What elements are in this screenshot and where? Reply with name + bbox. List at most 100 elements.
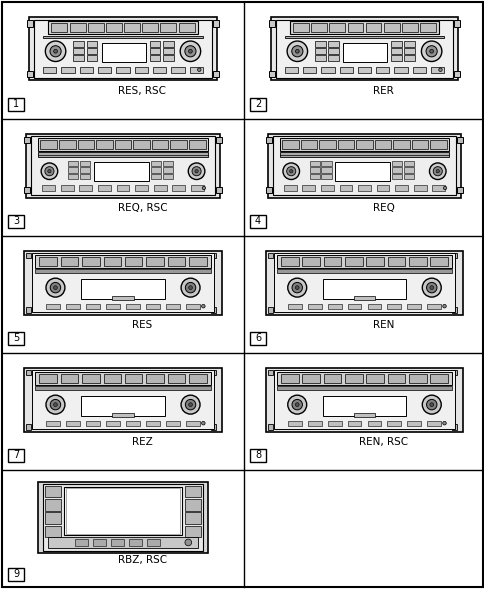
Circle shape	[202, 186, 205, 190]
Bar	[272, 136, 455, 196]
Circle shape	[46, 395, 65, 414]
Bar	[267, 369, 272, 375]
Bar	[79, 186, 92, 191]
Bar	[31, 253, 214, 312]
Bar	[152, 67, 166, 72]
Circle shape	[48, 170, 51, 173]
Bar	[35, 372, 210, 385]
Bar	[66, 421, 80, 426]
Bar	[322, 279, 406, 299]
Bar	[456, 187, 462, 193]
Bar	[328, 48, 338, 54]
Bar	[26, 253, 30, 259]
Bar	[38, 138, 207, 151]
Bar	[275, 20, 452, 78]
Bar	[185, 303, 199, 309]
Circle shape	[422, 395, 440, 414]
Bar	[88, 24, 104, 32]
Circle shape	[53, 286, 57, 290]
Bar	[322, 395, 406, 416]
Bar	[170, 140, 187, 148]
Bar	[277, 270, 451, 273]
Bar	[106, 24, 121, 32]
Bar	[185, 526, 200, 537]
Circle shape	[429, 286, 433, 290]
Bar	[45, 499, 61, 511]
Bar	[79, 174, 90, 180]
Circle shape	[197, 68, 201, 71]
Text: 3: 3	[13, 216, 19, 226]
Bar	[429, 374, 447, 383]
Bar	[103, 374, 121, 383]
Bar	[309, 161, 319, 166]
Bar	[79, 167, 90, 173]
Bar	[31, 370, 214, 429]
Bar	[167, 257, 185, 266]
Circle shape	[192, 167, 201, 176]
Circle shape	[180, 41, 200, 61]
Bar	[8, 332, 24, 345]
Bar	[146, 421, 159, 426]
Circle shape	[188, 163, 204, 180]
Bar	[404, 55, 414, 61]
Bar	[211, 253, 216, 259]
Text: REQ, RSC: REQ, RSC	[117, 203, 167, 213]
Circle shape	[429, 403, 433, 406]
Bar	[285, 67, 298, 72]
Bar	[393, 140, 409, 148]
Bar	[347, 303, 361, 309]
Circle shape	[184, 46, 196, 57]
Bar	[287, 303, 301, 309]
Bar	[60, 374, 78, 383]
Bar	[70, 24, 85, 32]
Bar	[285, 36, 443, 38]
Bar	[149, 55, 160, 61]
Bar	[215, 187, 221, 193]
Bar	[390, 48, 401, 54]
Bar	[413, 186, 425, 191]
Bar	[353, 296, 375, 300]
Bar	[189, 374, 206, 383]
Bar	[375, 67, 389, 72]
Bar	[35, 386, 210, 390]
Bar	[126, 421, 139, 426]
Bar	[280, 152, 448, 157]
Bar	[265, 368, 462, 432]
Bar	[387, 374, 405, 383]
Circle shape	[181, 395, 199, 414]
Bar	[267, 424, 272, 430]
Bar	[327, 421, 341, 426]
Circle shape	[45, 167, 54, 176]
Bar	[215, 137, 221, 143]
Bar	[40, 140, 57, 148]
Bar	[26, 424, 30, 430]
Bar	[345, 374, 362, 383]
Text: 1: 1	[13, 100, 19, 110]
Bar	[266, 187, 272, 193]
Bar	[268, 71, 274, 77]
Bar	[329, 24, 345, 32]
Bar	[45, 486, 61, 497]
Bar	[273, 370, 454, 429]
Bar	[24, 187, 30, 193]
Bar	[66, 488, 179, 534]
Bar	[77, 140, 94, 148]
Bar	[24, 368, 222, 432]
Bar	[48, 537, 197, 548]
Bar	[401, 24, 417, 32]
Bar	[315, 55, 325, 61]
Bar	[327, 303, 341, 309]
Circle shape	[291, 282, 302, 293]
Circle shape	[282, 163, 299, 180]
Bar	[268, 134, 460, 198]
Circle shape	[195, 170, 198, 173]
Bar	[249, 449, 265, 462]
Circle shape	[432, 167, 441, 176]
Bar	[366, 257, 383, 266]
Bar	[390, 41, 401, 47]
Bar	[151, 140, 168, 148]
Bar	[411, 140, 427, 148]
Bar	[249, 215, 265, 228]
Bar	[26, 369, 30, 375]
Circle shape	[295, 286, 299, 290]
